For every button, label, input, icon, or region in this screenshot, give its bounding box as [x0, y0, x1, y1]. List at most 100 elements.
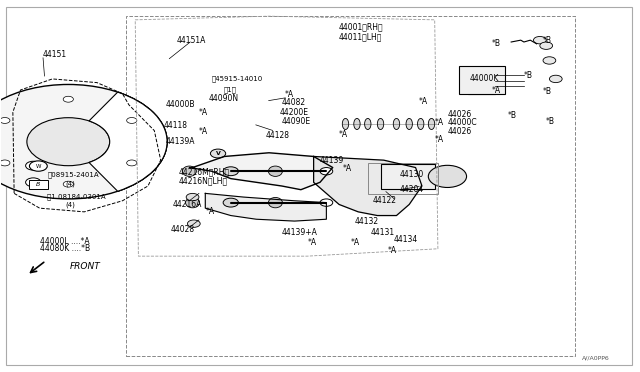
Text: *A: *A — [492, 86, 501, 94]
Ellipse shape — [186, 198, 200, 208]
Circle shape — [63, 181, 74, 187]
Circle shape — [428, 165, 467, 187]
Circle shape — [543, 57, 556, 64]
Text: 44026: 44026 — [447, 127, 472, 136]
Text: ⑂1 08184-0301A: ⑂1 08184-0301A — [47, 193, 106, 200]
Text: *A: *A — [351, 238, 360, 247]
Ellipse shape — [268, 198, 282, 208]
Circle shape — [0, 118, 10, 124]
Circle shape — [223, 198, 239, 207]
Text: V: V — [216, 151, 221, 156]
Circle shape — [549, 75, 562, 83]
Circle shape — [26, 161, 41, 170]
Text: (4): (4) — [65, 180, 75, 187]
Circle shape — [223, 167, 239, 176]
Text: A//A0PP6: A//A0PP6 — [582, 355, 610, 360]
Text: *B: *B — [524, 71, 533, 80]
Text: 44000C: 44000C — [447, 118, 477, 127]
Text: 44128: 44128 — [266, 131, 290, 140]
Text: 44131: 44131 — [371, 228, 395, 237]
Text: 44001〈RH〉: 44001〈RH〉 — [339, 23, 384, 32]
Text: 44130: 44130 — [399, 170, 424, 179]
Text: 44118: 44118 — [164, 121, 188, 129]
Circle shape — [0, 160, 10, 166]
Text: 44000L ....*A: 44000L ....*A — [40, 237, 89, 246]
Ellipse shape — [182, 166, 196, 176]
Circle shape — [188, 220, 200, 227]
Text: *A: *A — [339, 130, 348, 139]
Text: 44134: 44134 — [394, 235, 417, 244]
Circle shape — [320, 199, 333, 206]
Circle shape — [29, 161, 47, 171]
Text: 44011〈LH〉: 44011〈LH〉 — [339, 32, 383, 41]
Ellipse shape — [406, 118, 412, 129]
Text: 、1〉: 、1〉 — [223, 86, 236, 93]
Text: 44132: 44132 — [355, 217, 379, 225]
Polygon shape — [314, 157, 422, 215]
Text: 44122: 44122 — [372, 196, 396, 205]
Ellipse shape — [428, 118, 435, 129]
Circle shape — [63, 96, 74, 102]
Text: *B: *B — [508, 111, 517, 121]
Wedge shape — [89, 92, 167, 191]
FancyBboxPatch shape — [29, 180, 48, 189]
Text: *A: *A — [419, 97, 428, 106]
Text: *A: *A — [205, 206, 214, 216]
Text: 44216N〈LH〉: 44216N〈LH〉 — [179, 176, 228, 185]
Text: *B: *B — [546, 117, 556, 126]
Text: *B: *B — [492, 39, 501, 48]
Circle shape — [540, 42, 552, 49]
Text: *A: *A — [342, 164, 351, 173]
Text: 44216M〈RH〉: 44216M〈RH〉 — [179, 167, 230, 176]
Circle shape — [127, 118, 137, 124]
Text: 44200E: 44200E — [280, 108, 309, 117]
Text: 44028: 44028 — [170, 225, 195, 234]
Text: B: B — [36, 182, 40, 187]
Text: *B: *B — [543, 36, 552, 45]
Text: 44090E: 44090E — [282, 117, 311, 126]
Text: 44151: 44151 — [43, 51, 67, 60]
FancyBboxPatch shape — [468, 71, 495, 94]
Text: 44216A: 44216A — [172, 200, 202, 209]
Circle shape — [27, 118, 109, 166]
Text: 44151A: 44151A — [177, 36, 206, 45]
Text: 44000K: 44000K — [470, 74, 499, 83]
Circle shape — [186, 193, 199, 201]
Ellipse shape — [365, 118, 371, 129]
Bar — [368, 163, 438, 194]
Ellipse shape — [268, 166, 282, 176]
Text: 44080K ....*B: 44080K ....*B — [40, 244, 90, 253]
Text: ⓖ45915-14010: ⓖ45915-14010 — [212, 76, 263, 82]
Text: *B: *B — [543, 87, 552, 96]
Text: 44204: 44204 — [399, 185, 424, 194]
FancyBboxPatch shape — [459, 65, 505, 94]
Text: 44139+A: 44139+A — [282, 228, 317, 237]
Polygon shape — [189, 153, 333, 190]
Ellipse shape — [378, 118, 384, 129]
Text: *A: *A — [285, 90, 294, 99]
Text: 44090N: 44090N — [209, 94, 239, 103]
Bar — [381, 164, 435, 189]
Circle shape — [320, 167, 333, 175]
Text: 44139A: 44139A — [165, 137, 195, 146]
Circle shape — [127, 160, 137, 166]
Polygon shape — [205, 193, 326, 221]
Text: 44082: 44082 — [282, 98, 306, 107]
Circle shape — [534, 36, 546, 44]
Text: W: W — [36, 164, 41, 169]
Text: 44000B: 44000B — [166, 100, 195, 109]
Text: 44139: 44139 — [320, 155, 344, 165]
Circle shape — [0, 84, 167, 199]
Text: *A: *A — [199, 127, 208, 136]
Ellipse shape — [342, 118, 349, 129]
Text: 44026: 44026 — [447, 109, 472, 119]
Ellipse shape — [354, 118, 360, 129]
Text: *A: *A — [199, 108, 208, 118]
Text: *A: *A — [388, 246, 397, 255]
Ellipse shape — [394, 118, 399, 129]
Text: FRONT: FRONT — [70, 262, 101, 271]
Circle shape — [26, 178, 41, 187]
Ellipse shape — [417, 118, 424, 129]
Text: *A: *A — [307, 238, 316, 247]
Circle shape — [211, 149, 226, 158]
